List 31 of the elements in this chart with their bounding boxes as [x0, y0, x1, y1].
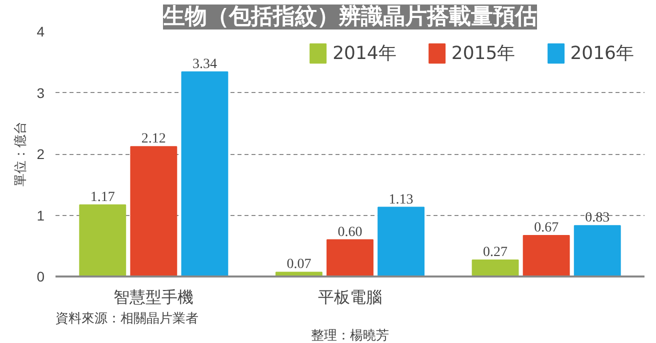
legend-label: 2015年	[451, 42, 516, 65]
bar	[472, 259, 519, 276]
bar	[181, 71, 228, 276]
source-note: 資料來源：相關晶片業者	[56, 312, 198, 326]
data-label: 3.34	[192, 56, 217, 72]
bar	[522, 234, 570, 276]
bar	[326, 239, 374, 276]
data-label: 1.13	[388, 192, 414, 208]
y-axis-title: 單位：億台	[14, 122, 29, 186]
x-tick-label: 智慧型手機	[114, 288, 194, 306]
y-tick-label: 3	[36, 84, 45, 101]
data-label: 2.12	[141, 132, 166, 147]
bar	[378, 206, 425, 276]
bar	[79, 204, 126, 276]
chart-title: 生物（包括指紋）辨識晶片搭載量預估	[162, 4, 537, 30]
text: 整理：楊曉芳	[311, 328, 389, 343]
y-tick-label: 1	[36, 207, 45, 224]
legend-label: 2014年	[332, 42, 396, 65]
data-label: 0.60	[338, 224, 362, 240]
data-label: 0.07	[286, 257, 312, 272]
data-label: 0.83	[585, 210, 610, 226]
legend-label: 2016年	[570, 42, 634, 65]
data-label: 1.17	[90, 190, 115, 205]
bar	[130, 146, 178, 276]
data-label: 0.27	[483, 244, 508, 260]
bar	[574, 225, 621, 276]
y-tick-label: 0	[36, 268, 45, 284]
data-label: 0.67	[534, 220, 559, 236]
x-tick-label: 平板電腦	[318, 288, 382, 306]
y-tick-label: 4	[36, 24, 45, 40]
y-tick-label: 2	[36, 146, 45, 162]
